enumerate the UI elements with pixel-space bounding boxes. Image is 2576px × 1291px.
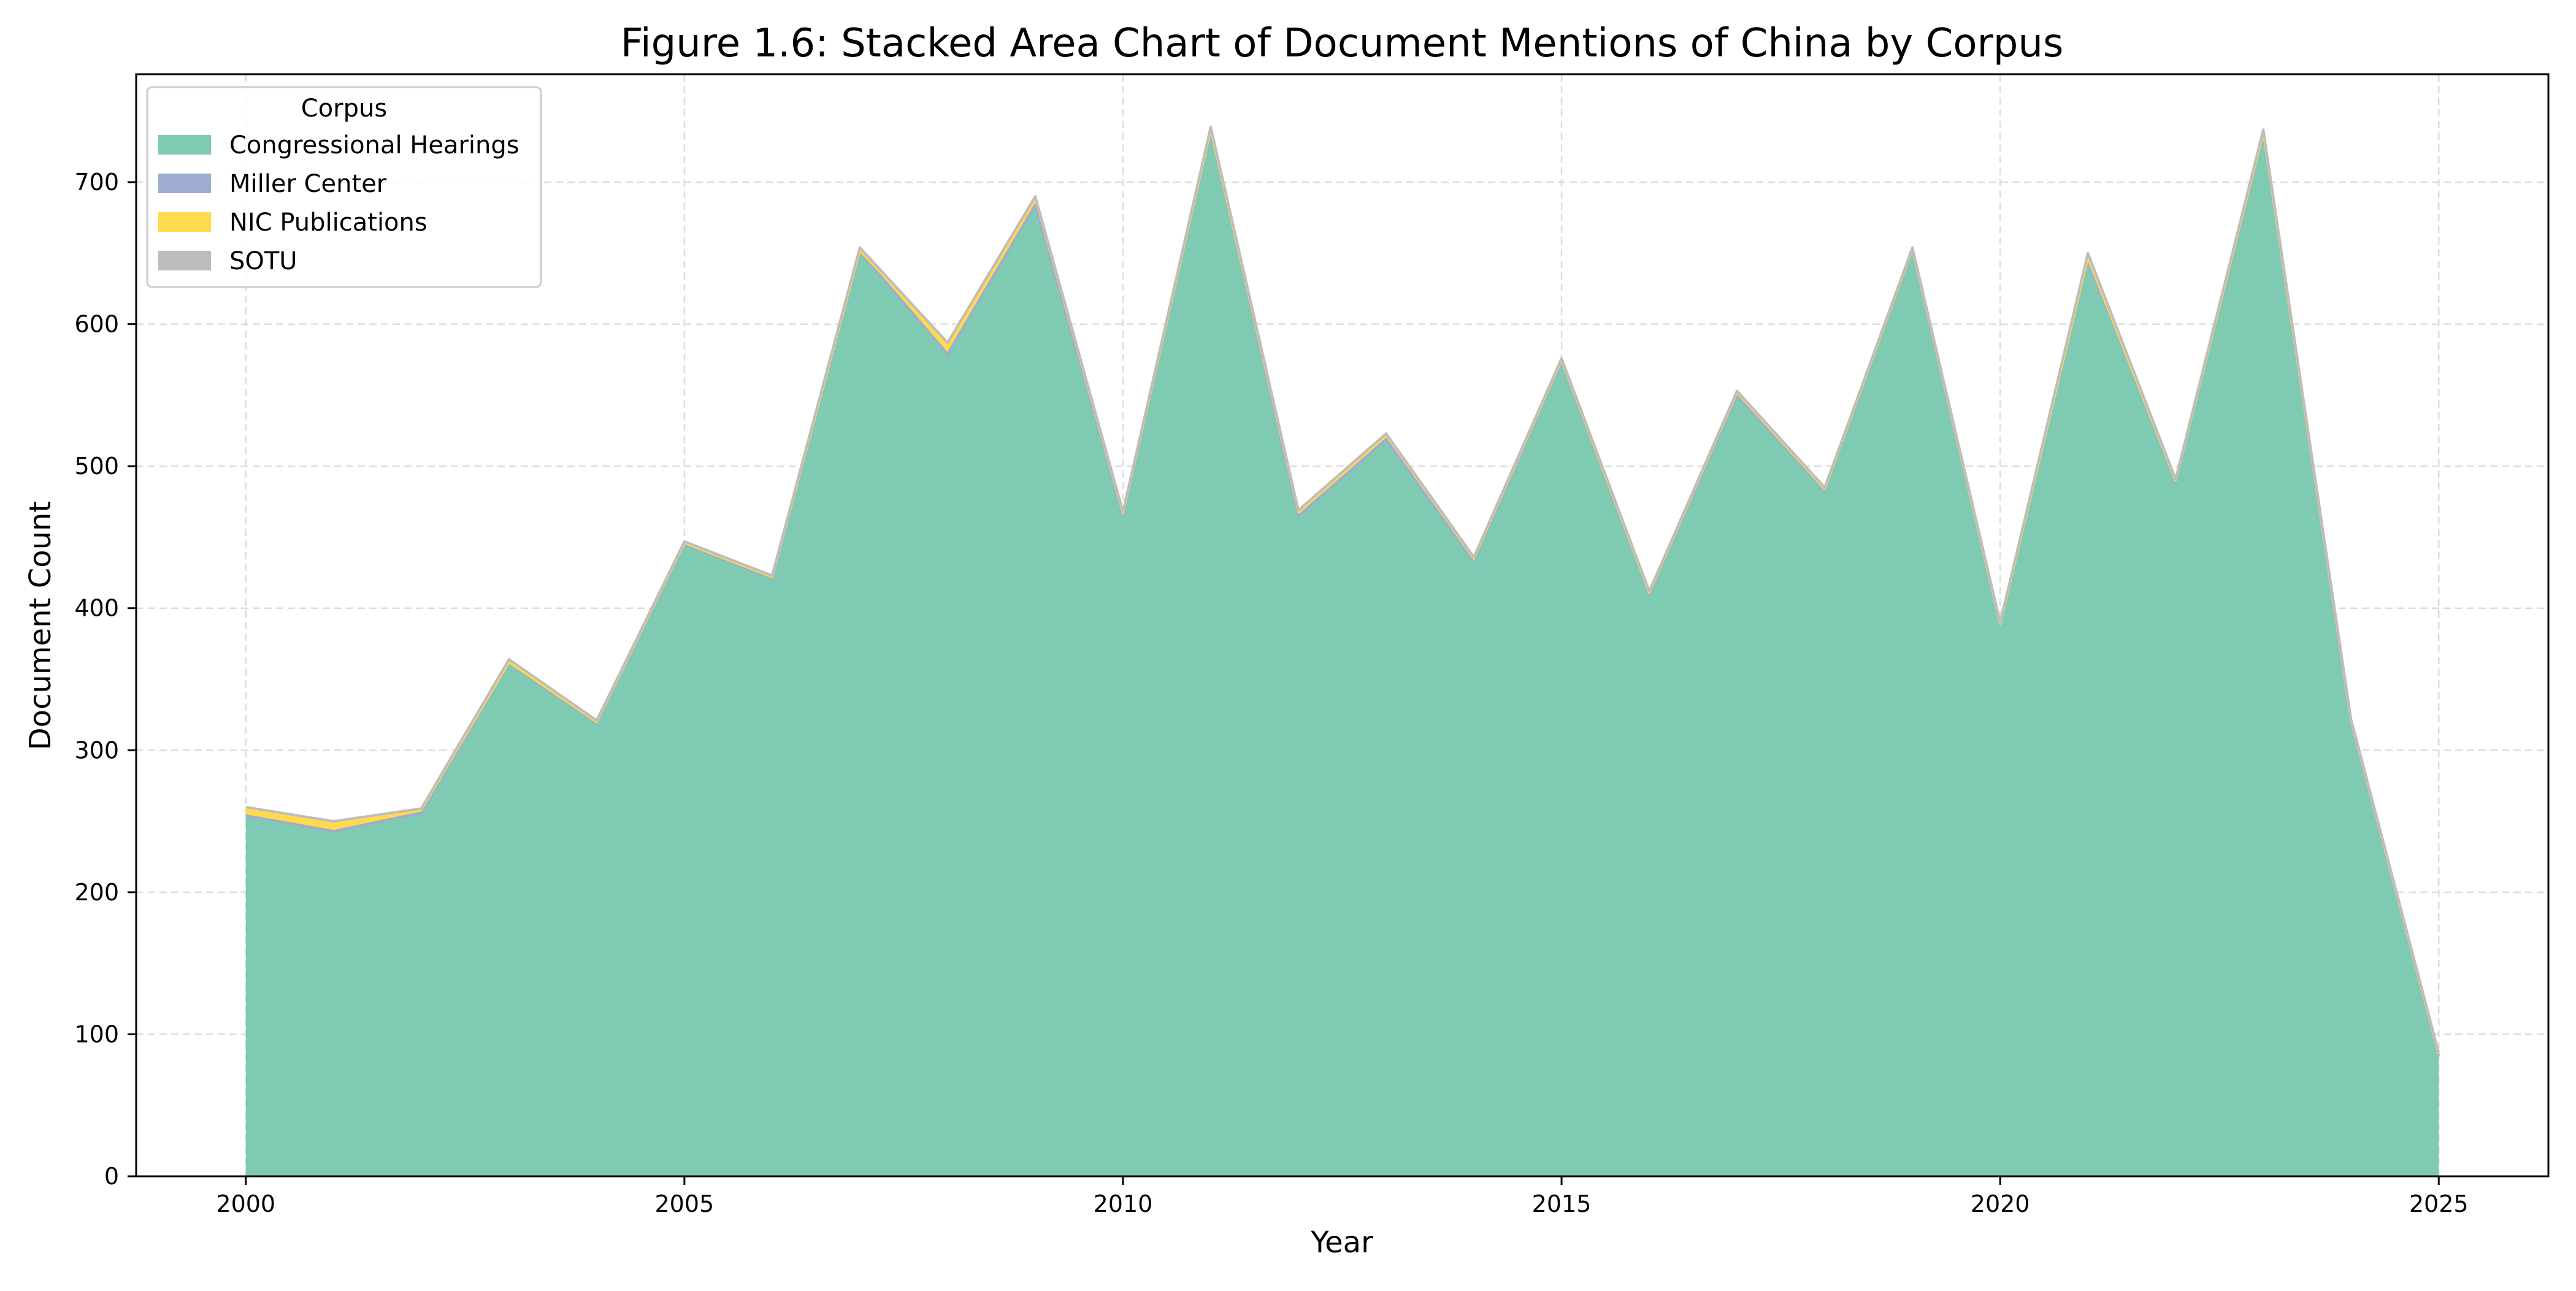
legend-items: Congressional Hearings Miller Center NIC P…: [158, 131, 519, 275]
legend-swatch-congressional-hearings: [158, 135, 211, 155]
legend: Corpus Congressional Hearings Miller Cent…: [146, 86, 542, 288]
y-tick-label: 600: [74, 311, 119, 338]
x-tick-label: 2005: [655, 1190, 715, 1217]
y-tick-label: 0: [104, 1163, 119, 1190]
legend-label-congressional-hearings: Congressional Hearings: [229, 131, 519, 159]
area-congressional-hearings: [245, 132, 2439, 1176]
legend-label-miller-center: Miller Center: [229, 170, 387, 198]
legend-box: [146, 86, 542, 288]
x-axis-ticks: 2000 2005 2010 2015 2020 2025: [216, 1176, 2469, 1217]
x-tick-label: 2015: [1532, 1190, 1592, 1217]
legend-swatch-miller-center: [158, 174, 211, 193]
area-outlines: [245, 125, 2440, 1056]
y-axis-label: Document Count: [23, 501, 58, 750]
area-top-line-sotu: [245, 125, 2440, 1054]
x-tick-label: 2010: [1094, 1190, 1153, 1217]
legend-label-sotu: SOTU: [229, 247, 297, 275]
area-layers: [245, 126, 2439, 1176]
legend-title: Corpus: [301, 94, 387, 123]
x-tick-label: 2025: [2409, 1190, 2469, 1217]
y-tick-label: 100: [74, 1021, 119, 1048]
x-tick-label: 2000: [216, 1190, 275, 1217]
x-tick-label: 2020: [1971, 1190, 2030, 1217]
y-tick-label: 300: [74, 737, 119, 764]
y-tick-label: 200: [74, 879, 119, 906]
y-tick-label: 500: [74, 453, 119, 480]
legend-label-nic-publications: NIC Publications: [229, 209, 427, 237]
legend-swatch-nic-publications: [158, 212, 211, 232]
y-tick-label: 400: [74, 595, 119, 622]
chart-title: Figure 1.6: Stacked Area Chart of Docume…: [621, 21, 2064, 66]
x-axis-label: Year: [1310, 1225, 1373, 1260]
plot-frame: [135, 73, 2550, 1178]
legend-swatch-sotu: [158, 251, 211, 270]
y-axis-ticks: 0 100 200 300 400 500 600 700: [74, 169, 136, 1190]
y-tick-label: 700: [74, 169, 119, 196]
